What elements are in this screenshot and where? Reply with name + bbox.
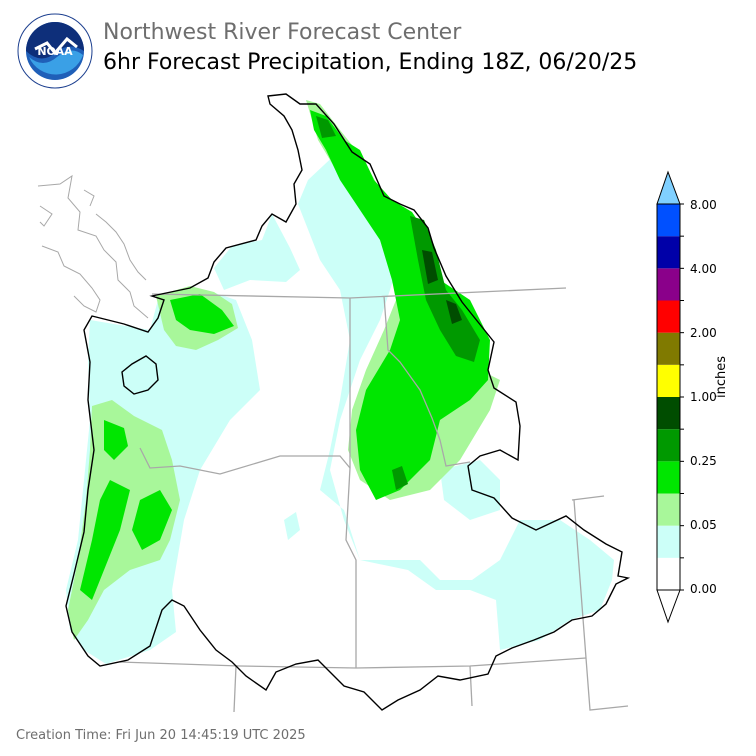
colorbar-tick-label: 1.00 bbox=[690, 390, 717, 404]
basin-boundary bbox=[65, 93, 631, 711]
precip-area-light bbox=[66, 150, 614, 664]
precip-area-darkestgreen bbox=[422, 250, 462, 324]
bc-coastline bbox=[37, 174, 149, 319]
state-boundaries bbox=[119, 287, 629, 713]
precip-area-green bbox=[80, 110, 490, 600]
colorbar-tick-label: 2.00 bbox=[690, 326, 717, 340]
noaa-logo: NOAA bbox=[17, 13, 93, 89]
page-title: Northwest River Forecast Center bbox=[103, 20, 462, 45]
creation-time: Creation Time: Fri Jun 20 14:45:19 UTC 2… bbox=[16, 728, 306, 743]
colorbar-tick-label: 0.00 bbox=[690, 582, 717, 596]
colorbar-unit-label: inches bbox=[714, 355, 729, 398]
colorbar-tick-label: 0.05 bbox=[690, 518, 717, 532]
colorbar-tick-label: 4.00 bbox=[690, 262, 717, 276]
colorbar-tick-label: 8.00 bbox=[690, 198, 717, 212]
logo-text: NOAA bbox=[37, 45, 73, 58]
map-subtitle: 6hr Forecast Precipitation, Ending 18Z, … bbox=[103, 50, 638, 75]
colorbar-tick-label: 0.25 bbox=[690, 454, 717, 468]
